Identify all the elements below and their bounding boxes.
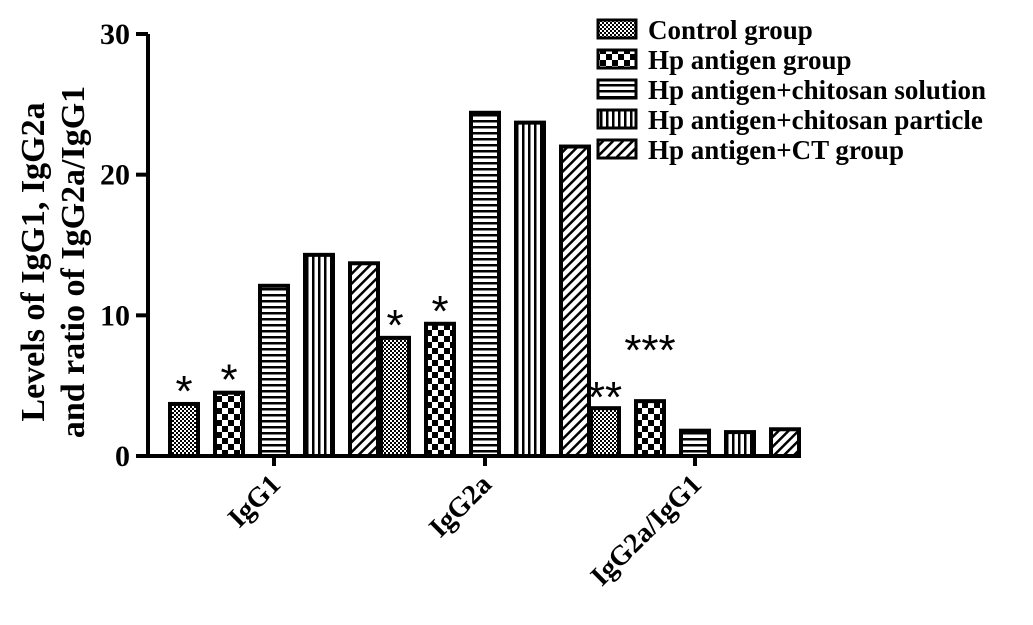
x-category-labels: IgG1 IgG2a IgG2a/IgG1 xyxy=(222,456,708,592)
bar-2-2 xyxy=(424,321,456,459)
legend-label: Hp antigen+CT group xyxy=(648,135,904,165)
significance-annotations: * ** ****** xyxy=(175,287,675,422)
significance-annotation: *** xyxy=(624,326,675,375)
y-axis-label-line2: and ratio of IgG2a/IgG1 xyxy=(55,86,92,438)
y-tick-label: 10 xyxy=(100,299,130,332)
significance-annotation: * xyxy=(386,301,403,350)
bar-3-1 xyxy=(589,406,621,459)
bar-2-5 xyxy=(559,144,591,459)
significance-annotation: * xyxy=(431,287,448,336)
bar-3-4 xyxy=(724,430,756,459)
bar-1-3 xyxy=(258,283,290,458)
legend-label: Hp antigen+chitosan solution xyxy=(648,75,986,105)
x-category-label: IgG2a xyxy=(423,469,498,544)
bar-1-4 xyxy=(303,252,335,458)
significance-annotation: * xyxy=(175,367,192,416)
bar-2-4 xyxy=(514,120,546,459)
y-tick-label: 20 xyxy=(100,159,130,192)
y-tick-label: 30 xyxy=(100,18,130,51)
significance-annotation: * xyxy=(220,356,237,405)
legend-label: Control group xyxy=(648,15,813,45)
y-axis-label-line1: Levels of IgG1, IgG2a xyxy=(15,102,52,421)
y-axis-label: Levels of IgG1, IgG2a and ratio of IgG2a… xyxy=(15,86,92,438)
legend-swatch xyxy=(596,48,638,70)
x-category-label: IgG1 xyxy=(222,469,287,534)
legend-swatch xyxy=(596,78,638,100)
bar-3-3 xyxy=(679,428,711,458)
bar-2-1 xyxy=(379,335,411,458)
legend-label: Hp antigen group xyxy=(648,45,852,75)
bar-1-5 xyxy=(348,261,380,458)
bar-1-2 xyxy=(213,390,245,459)
legend-swatch xyxy=(596,108,638,130)
legend-swatch xyxy=(596,18,638,40)
significance-annotation: ** xyxy=(588,373,622,422)
bar-3-2 xyxy=(634,399,666,459)
bar-2-3 xyxy=(469,110,501,458)
x-category-label: IgG2a/IgG1 xyxy=(585,469,708,592)
legend-label: Hp antigen+chitosan particle xyxy=(648,105,983,135)
legend-swatch xyxy=(596,138,638,160)
bar-1-1 xyxy=(168,401,200,459)
bars xyxy=(168,110,801,459)
y-tick-label: 0 xyxy=(115,440,130,473)
bar-3-5 xyxy=(769,427,801,459)
y-ticks: 0 10 20 30 xyxy=(100,18,148,473)
